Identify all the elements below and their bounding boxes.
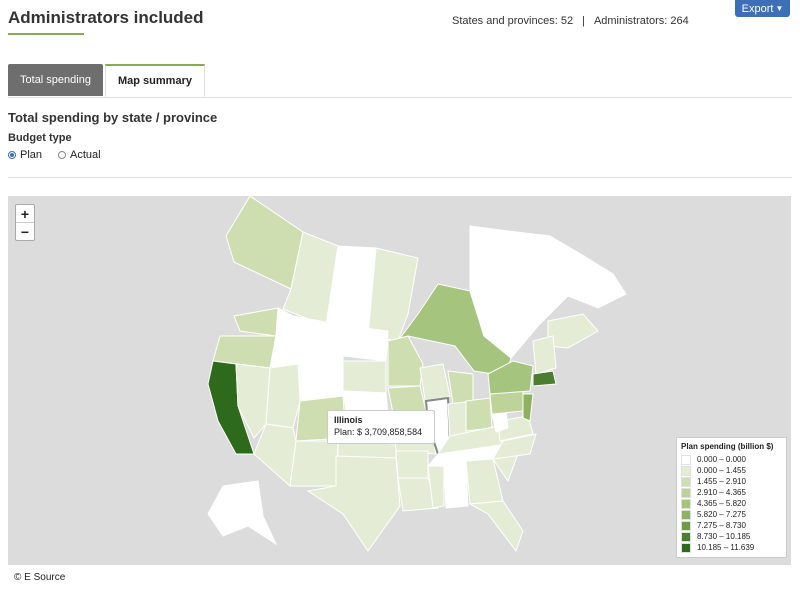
export-label: Export xyxy=(741,2,774,15)
export-button[interactable]: Export ▼ xyxy=(735,0,790,17)
region-north-dakota[interactable] xyxy=(342,325,389,362)
region-minnesota[interactable] xyxy=(387,335,424,387)
plan-label[interactable]: Plan xyxy=(20,149,43,161)
tab-map-summary[interactable]: Map summary xyxy=(105,64,205,97)
stats-separator: | xyxy=(582,15,585,27)
legend-item: 4.365 – 5.820 xyxy=(681,498,782,509)
section-title: Total spending by state / province xyxy=(8,110,218,125)
divider xyxy=(8,177,792,178)
map-shapes xyxy=(207,196,627,553)
legend-title: Plan spending (billion $) xyxy=(681,442,774,451)
region-south-dakota[interactable] xyxy=(342,360,387,394)
region-iowa[interactable] xyxy=(387,385,427,414)
region-wyoming[interactable] xyxy=(297,355,344,402)
zoom-in-button[interactable]: + xyxy=(16,205,34,223)
states-count: States and provinces: 52 xyxy=(452,15,574,27)
zoom-control: + − xyxy=(15,204,35,241)
tooltip-value: Plan: $ 3,709,858,584 xyxy=(334,427,423,437)
tab-total-spending[interactable]: Total spending xyxy=(8,64,103,96)
region-washington[interactable] xyxy=(233,307,279,337)
region-british-columbia[interactable] xyxy=(225,196,304,290)
legend-item: 8.730 – 10.185 xyxy=(681,531,782,542)
budget-type-options: Plan Actual xyxy=(8,149,101,161)
map-tooltip: Illinois Plan: $ 3,709,858,584 xyxy=(327,410,435,444)
region-michigan[interactable] xyxy=(447,370,474,405)
region-wisconsin[interactable] xyxy=(419,363,451,407)
chevron-down-icon: ▼ xyxy=(775,4,784,13)
region-newfoundland[interactable] xyxy=(567,255,627,309)
legend-item: 0.000 – 1.455 xyxy=(681,465,782,476)
region-florida[interactable] xyxy=(468,500,524,553)
actual-radio[interactable] xyxy=(58,151,67,159)
region-arizona[interactable] xyxy=(253,423,297,487)
region-new-york[interactable] xyxy=(487,360,534,395)
choropleth-map[interactable]: + − Illinois Plan: $ 3,709,858,584 Plan … xyxy=(8,196,791,565)
region-utah[interactable] xyxy=(265,363,301,429)
region-nevada[interactable] xyxy=(235,363,271,439)
actual-label[interactable]: Actual xyxy=(70,149,101,161)
region-louisiana[interactable] xyxy=(397,477,439,512)
region-new-jersey[interactable] xyxy=(522,393,534,422)
region-mississippi[interactable] xyxy=(427,465,445,509)
plan-radio[interactable] xyxy=(8,151,16,159)
region-new-mexico[interactable] xyxy=(289,440,339,487)
region-maritimes[interactable] xyxy=(547,313,599,349)
title-underline xyxy=(8,33,84,35)
legend-item: 0.000 – 0.000 xyxy=(681,454,782,465)
legend-item: 7.275 – 8.730 xyxy=(681,520,782,531)
region-manitoba[interactable] xyxy=(367,247,419,342)
region-massachusetts[interactable] xyxy=(532,370,557,387)
region-pennsylvania[interactable] xyxy=(489,390,524,415)
region-quebec[interactable] xyxy=(469,225,585,359)
region-alberta[interactable] xyxy=(282,231,339,327)
legend-item: 5.820 – 7.275 xyxy=(681,509,782,520)
region-ohio[interactable] xyxy=(465,397,493,432)
tab-bar: Total spending Map summary xyxy=(8,64,792,98)
region-alabama[interactable] xyxy=(443,463,469,509)
budget-type-label: Budget type xyxy=(8,132,72,144)
tooltip-region-name: Illinois xyxy=(334,415,363,425)
map-legend: Plan spending (billion $) 0.000 – 0.000 … xyxy=(676,437,787,558)
legend-item: 2.910 – 4.365 xyxy=(681,487,782,498)
page-title: Administrators included xyxy=(8,8,204,27)
legend-item: 10.185 – 11.639 xyxy=(681,542,782,553)
administrators-count: Administrators: 264 xyxy=(593,15,689,27)
stats-summary: States and provinces: 52 | Administrators:… xyxy=(452,15,689,27)
zoom-out-button[interactable]: − xyxy=(20,223,30,240)
copyright-text: © E Source xyxy=(14,572,66,583)
region-alaska[interactable] xyxy=(207,480,278,546)
legend-item: 1.455 – 2.910 xyxy=(681,476,782,487)
region-arkansas[interactable] xyxy=(395,450,429,479)
region-new-england[interactable] xyxy=(532,335,557,375)
region-north-carolina[interactable] xyxy=(492,433,537,460)
